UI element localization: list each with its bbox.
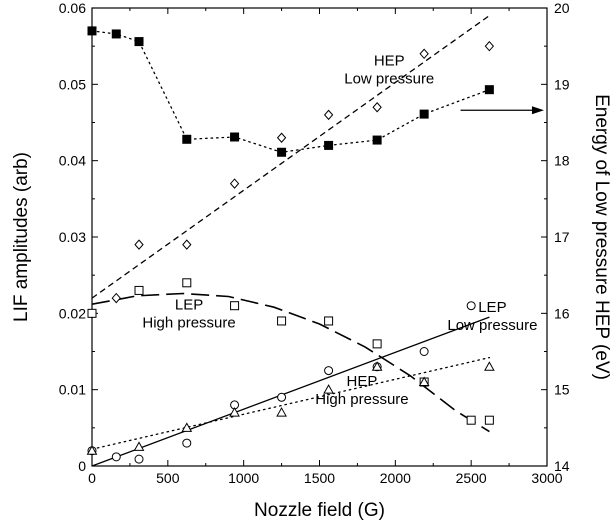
x-tick-label: 500 (156, 470, 180, 486)
x-tick-label: 1500 (304, 470, 335, 486)
annotation-label: LEP High pressure (142, 297, 235, 332)
y2-tick-label: 20 (554, 0, 570, 16)
data-point-open-square (466, 415, 476, 425)
data-point-open-circle (419, 347, 429, 356)
y2-tick-label: 18 (554, 153, 570, 169)
data-point-filled-square (87, 26, 97, 36)
y-tick-label: 0.03 (59, 229, 86, 245)
fit-line-solid (91, 316, 490, 467)
fit-line-dotted (91, 356, 491, 450)
x-axis-title: Nozzle field (G) (254, 500, 385, 521)
data-point-filled-square (277, 147, 287, 157)
x-tick-label: 2500 (456, 470, 487, 486)
data-point-open-triangle (323, 384, 334, 394)
annotation-label: LEP Low pressure (447, 299, 537, 334)
x-tick-label: 1000 (228, 470, 259, 486)
y2-axis-title: Energy of Low pressure HEP (eV) (591, 94, 612, 380)
data-point-open-diamond (372, 101, 382, 113)
x-tick-label: 0 (88, 470, 96, 486)
data-point-filled-square (419, 109, 429, 119)
y-tick-label: 0.01 (59, 382, 86, 398)
fit-line-dashed-long (91, 292, 490, 433)
data-point-open-triangle (181, 422, 193, 432)
data-point-open-diamond (182, 239, 192, 250)
data-point-open-square (182, 278, 192, 288)
data-point-open-square (134, 285, 144, 295)
series-connector (91, 30, 491, 153)
data-point-open-diamond (276, 132, 287, 144)
data-point-open-triangle (484, 361, 495, 371)
data-point-filled-square (324, 140, 334, 150)
x-tick-label: 2000 (380, 470, 411, 486)
data-point-filled-square (484, 85, 494, 95)
y2-tick-label: 17 (554, 229, 570, 245)
data-point-open-square (324, 316, 334, 326)
y2-tick-label: 15 (554, 382, 570, 398)
data-point-open-circle (466, 301, 476, 311)
data-point-open-triangle (276, 407, 287, 417)
data-point-open-triangle (229, 407, 240, 417)
y-axis-title: LIF amplitudes (arb) (11, 152, 32, 322)
data-point-filled-square (230, 132, 240, 142)
data-point-open-diamond (134, 239, 144, 250)
data-point-open-diamond (229, 178, 240, 189)
data-point-filled-square (111, 29, 121, 39)
data-point-open-triangle (86, 445, 98, 455)
y-tick-label: 0 (78, 458, 86, 474)
data-point-open-square (372, 339, 382, 349)
data-point-open-square (230, 301, 240, 311)
data-point-open-diamond (323, 109, 334, 121)
annotation-label: HEP High pressure (315, 373, 408, 408)
data-point-open-diamond (111, 292, 121, 304)
data-point-filled-square (182, 134, 192, 144)
y2-tick-label: 19 (554, 76, 570, 92)
data-point-open-square (87, 308, 97, 318)
data-point-open-triangle (418, 376, 430, 387)
y-tick-label: 0.04 (59, 153, 86, 169)
y2-tick-label: 14 (554, 458, 570, 474)
data-point-open-diamond (484, 40, 495, 52)
data-point-open-circle (111, 452, 121, 462)
y-tick-label: 0.06 (59, 0, 86, 16)
data-point-open-square (277, 316, 287, 326)
data-point-open-circle (134, 454, 144, 464)
data-point-filled-square (372, 135, 382, 145)
data-point-filled-square (134, 37, 144, 47)
y2-tick-label: 16 (554, 305, 570, 321)
data-point-open-circle (182, 438, 192, 448)
fit-line-dashed-short (91, 15, 490, 299)
x-tick-label: 3000 (531, 470, 562, 486)
data-point-open-circle (277, 392, 287, 402)
y-tick-label: 0.02 (59, 305, 86, 321)
annotation-label: HEP Low pressure (344, 52, 434, 87)
data-point-open-diamond (419, 48, 429, 60)
data-point-open-circle (324, 366, 334, 376)
data-point-open-triangle (133, 441, 145, 451)
data-point-open-triangle (371, 361, 383, 371)
arrow-head (531, 106, 544, 115)
data-point-open-square (484, 415, 494, 425)
y-tick-label: 0.05 (59, 76, 86, 92)
